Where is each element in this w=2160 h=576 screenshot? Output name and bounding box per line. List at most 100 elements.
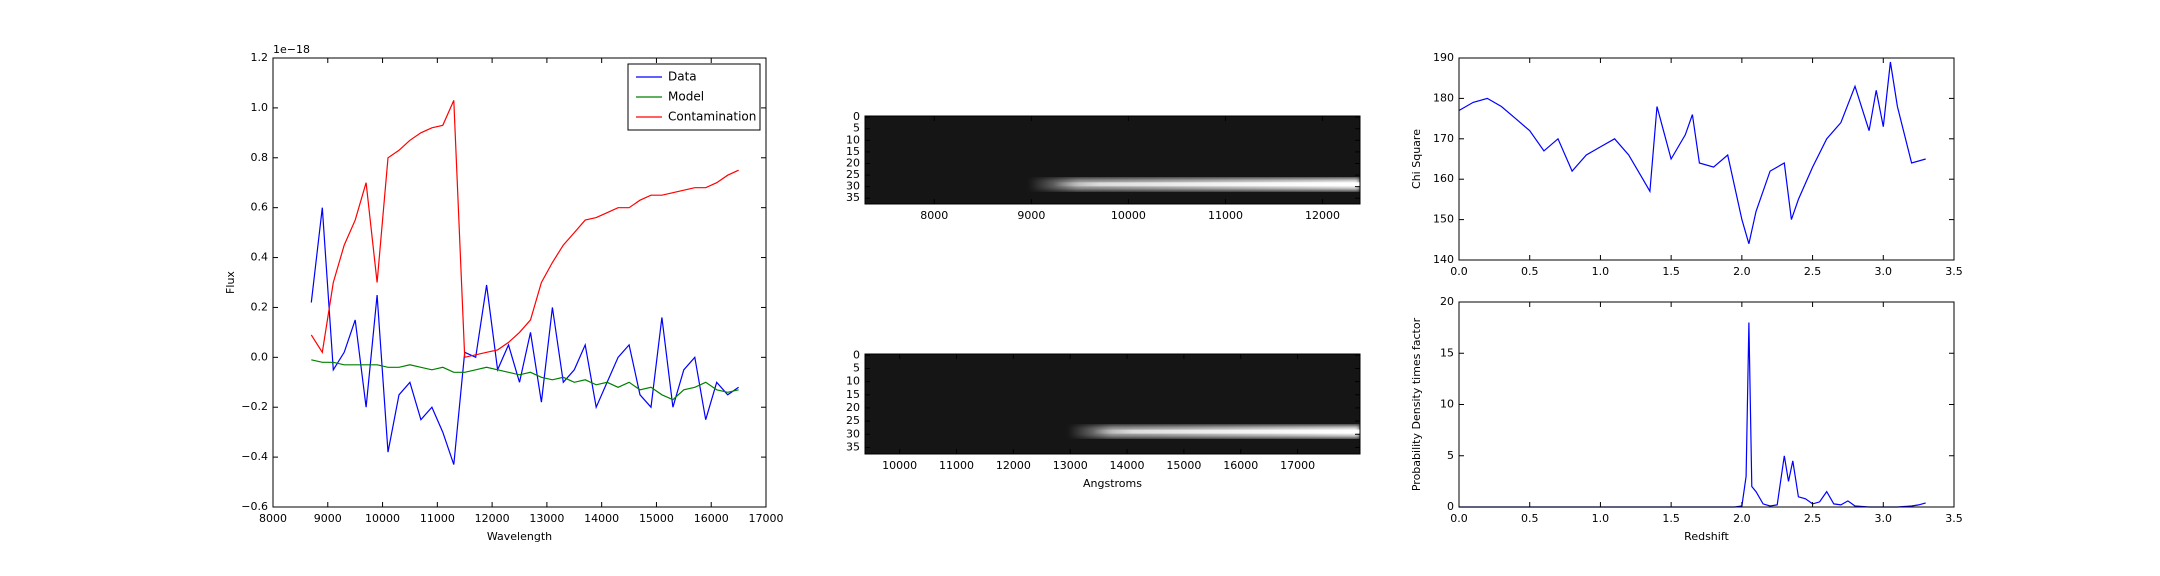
- x-axis-label: Redshift: [1684, 530, 1729, 543]
- y-tick-label: 1.0: [251, 101, 269, 114]
- y-tick-label: −0.6: [241, 500, 268, 513]
- x-tick-label: 13000: [1053, 459, 1088, 472]
- data-line: [310, 100, 739, 359]
- x-tick-label: 12000: [475, 512, 510, 525]
- y-tick-label: 10: [1440, 398, 1454, 411]
- x-tick-label: 3.0: [1875, 265, 1893, 278]
- x-tick-label: 1.0: [1592, 265, 1610, 278]
- x-tick-label: 12000: [996, 459, 1031, 472]
- x-tick-label: 10000: [365, 512, 400, 525]
- y-tick-label: 140: [1433, 253, 1454, 266]
- x-tick-label: 17000: [1280, 459, 1315, 472]
- x-tick-label: 12000: [1305, 209, 1340, 222]
- y-tick-label: 30: [846, 180, 860, 193]
- x-tick-label: 1.5: [1662, 512, 1680, 525]
- y-tick-label: 0: [853, 348, 860, 361]
- x-tick-label: 0.0: [1450, 265, 1468, 278]
- y-tick-label: 5: [1447, 449, 1454, 462]
- data-line: [1458, 61, 1926, 244]
- x-tick-label: 15000: [1166, 459, 1201, 472]
- y-tick-label: 0.4: [251, 251, 269, 264]
- x-tick-label: 3.5: [1945, 265, 1963, 278]
- x-axis-label: Angstroms: [1083, 477, 1142, 490]
- x-tick-label: 0.5: [1521, 512, 1539, 525]
- spectrum-trace-core: [1092, 429, 1360, 434]
- y-tick-label: 5: [853, 122, 860, 135]
- y-tick-label: 0.6: [251, 201, 269, 214]
- y-tick-label: 20: [1440, 295, 1454, 308]
- y-tick-label: 10: [846, 133, 860, 146]
- x-tick-label: 16000: [694, 512, 729, 525]
- y-tick-label: 150: [1433, 213, 1454, 226]
- y-tick-label: 35: [846, 191, 860, 204]
- axes-frame: [1458, 57, 1955, 261]
- y-tick-label: 25: [846, 414, 860, 427]
- y-axis-label: Flux: [224, 271, 237, 294]
- x-tick-label: 0.5: [1521, 265, 1539, 278]
- panel: 0.0 0.5 1.0 1.5 2.0 2.5 3.0 3.5 140 150 160 170 180 1…: [1410, 51, 1963, 278]
- x-axis-label: Wavelength: [487, 530, 552, 543]
- y-axis-label: Probability Density times factor: [1410, 317, 1423, 491]
- x-tick-label: 9000: [1017, 209, 1045, 222]
- legend-label: Contamination: [668, 110, 756, 124]
- y-tick-label: 170: [1433, 132, 1454, 145]
- axes-frame: [864, 115, 1361, 205]
- spectrum-trace-core: [1053, 182, 1360, 187]
- x-tick-label: 0.0: [1450, 512, 1468, 525]
- legend-label: Data: [668, 70, 697, 84]
- x-tick-label: 10000: [882, 459, 917, 472]
- y-tick-label: 20: [846, 401, 860, 414]
- spectrum-image: [865, 354, 1360, 454]
- legend-label: Model: [668, 90, 704, 104]
- y-tick-label: 5: [853, 361, 860, 374]
- y-tick-label: 35: [846, 440, 860, 453]
- x-tick-label: 2.0: [1733, 265, 1751, 278]
- x-tick-label: 15000: [639, 512, 674, 525]
- spectrum-image: [865, 116, 1360, 204]
- x-tick-label: 11000: [420, 512, 455, 525]
- panel: 10000 11000 12000 13000 14000 15000 16000 17000…: [846, 348, 1361, 490]
- x-tick-label: 3.5: [1945, 512, 1963, 525]
- y-tick-label: 180: [1433, 91, 1454, 104]
- axes-frame: [272, 57, 767, 508]
- y-tick-label: 25: [846, 168, 860, 181]
- data-line: [1459, 322, 1926, 508]
- axes-frame: [1458, 301, 1955, 508]
- axes-frame: [864, 353, 1361, 455]
- y-tick-label: 10: [846, 375, 860, 388]
- data-line: [311, 359, 739, 401]
- y-tick-label: 0.2: [251, 300, 269, 313]
- x-tick-label: 16000: [1223, 459, 1258, 472]
- data-line: [310, 207, 739, 465]
- x-tick-label: 10000: [1111, 209, 1146, 222]
- panel: 8000 9000 10000 11000 12000 13000 14000 15000 16…: [224, 43, 784, 543]
- panel: 0.0 0.5 1.0 1.5 2.0 2.5 3.0 3.5 0 5 10 15 20 Redshift…: [1410, 295, 1963, 543]
- x-tick-label: 8000: [259, 512, 287, 525]
- x-tick-label: 14000: [1110, 459, 1145, 472]
- y-axis-label: Chi Square: [1410, 129, 1423, 189]
- y-tick-label: 30: [846, 427, 860, 440]
- x-tick-label: 9000: [314, 512, 342, 525]
- y-tick-label: 0.0: [251, 350, 269, 363]
- x-tick-label: 8000: [920, 209, 948, 222]
- x-tick-label: 3.0: [1875, 512, 1893, 525]
- y-tick-label: 190: [1433, 51, 1454, 64]
- y-tick-label: −0.4: [241, 450, 268, 463]
- x-tick-label: 11000: [939, 459, 974, 472]
- y-tick-label: 15: [846, 145, 860, 158]
- y-tick-label: −0.2: [241, 400, 268, 413]
- x-tick-label: 14000: [584, 512, 619, 525]
- y-tick-label: 0: [1447, 500, 1454, 513]
- x-tick-label: 13000: [529, 512, 564, 525]
- offset-text: 1e−18: [273, 43, 310, 56]
- x-tick-label: 17000: [749, 512, 784, 525]
- x-tick-label: 2.5: [1804, 265, 1822, 278]
- y-tick-label: 20: [846, 156, 860, 169]
- y-tick-label: 15: [1440, 346, 1454, 359]
- x-tick-label: 2.0: [1733, 512, 1751, 525]
- y-tick-label: 0: [853, 110, 860, 123]
- x-tick-label: 2.5: [1804, 512, 1822, 525]
- x-tick-label: 11000: [1208, 209, 1243, 222]
